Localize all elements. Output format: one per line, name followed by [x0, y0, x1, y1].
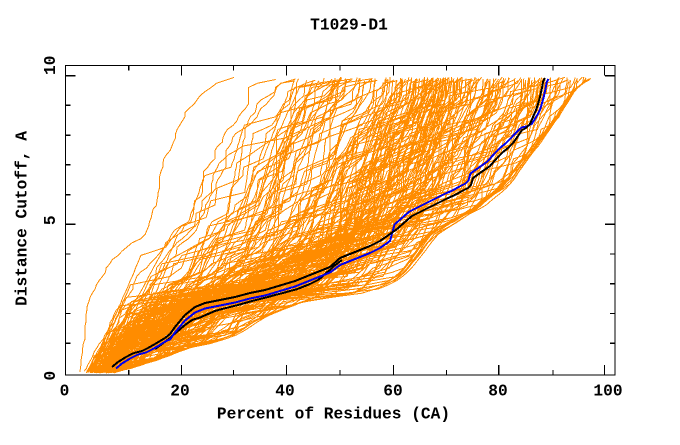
- svg-text:0: 0: [42, 371, 60, 381]
- svg-text:10: 10: [42, 56, 60, 75]
- svg-text:T1029-D1: T1029-D1: [310, 17, 388, 35]
- svg-text:80: 80: [488, 383, 507, 401]
- svg-text:100: 100: [593, 383, 622, 401]
- svg-text:Distance Cutoff, A: Distance Cutoff, A: [14, 131, 32, 306]
- svg-text:0: 0: [60, 383, 70, 401]
- svg-text:20: 20: [170, 383, 189, 401]
- svg-text:Percent of Residues (CA): Percent of Residues (CA): [217, 405, 450, 423]
- svg-text:60: 60: [383, 383, 402, 401]
- svg-text:40: 40: [275, 383, 294, 401]
- svg-text:5: 5: [42, 215, 60, 225]
